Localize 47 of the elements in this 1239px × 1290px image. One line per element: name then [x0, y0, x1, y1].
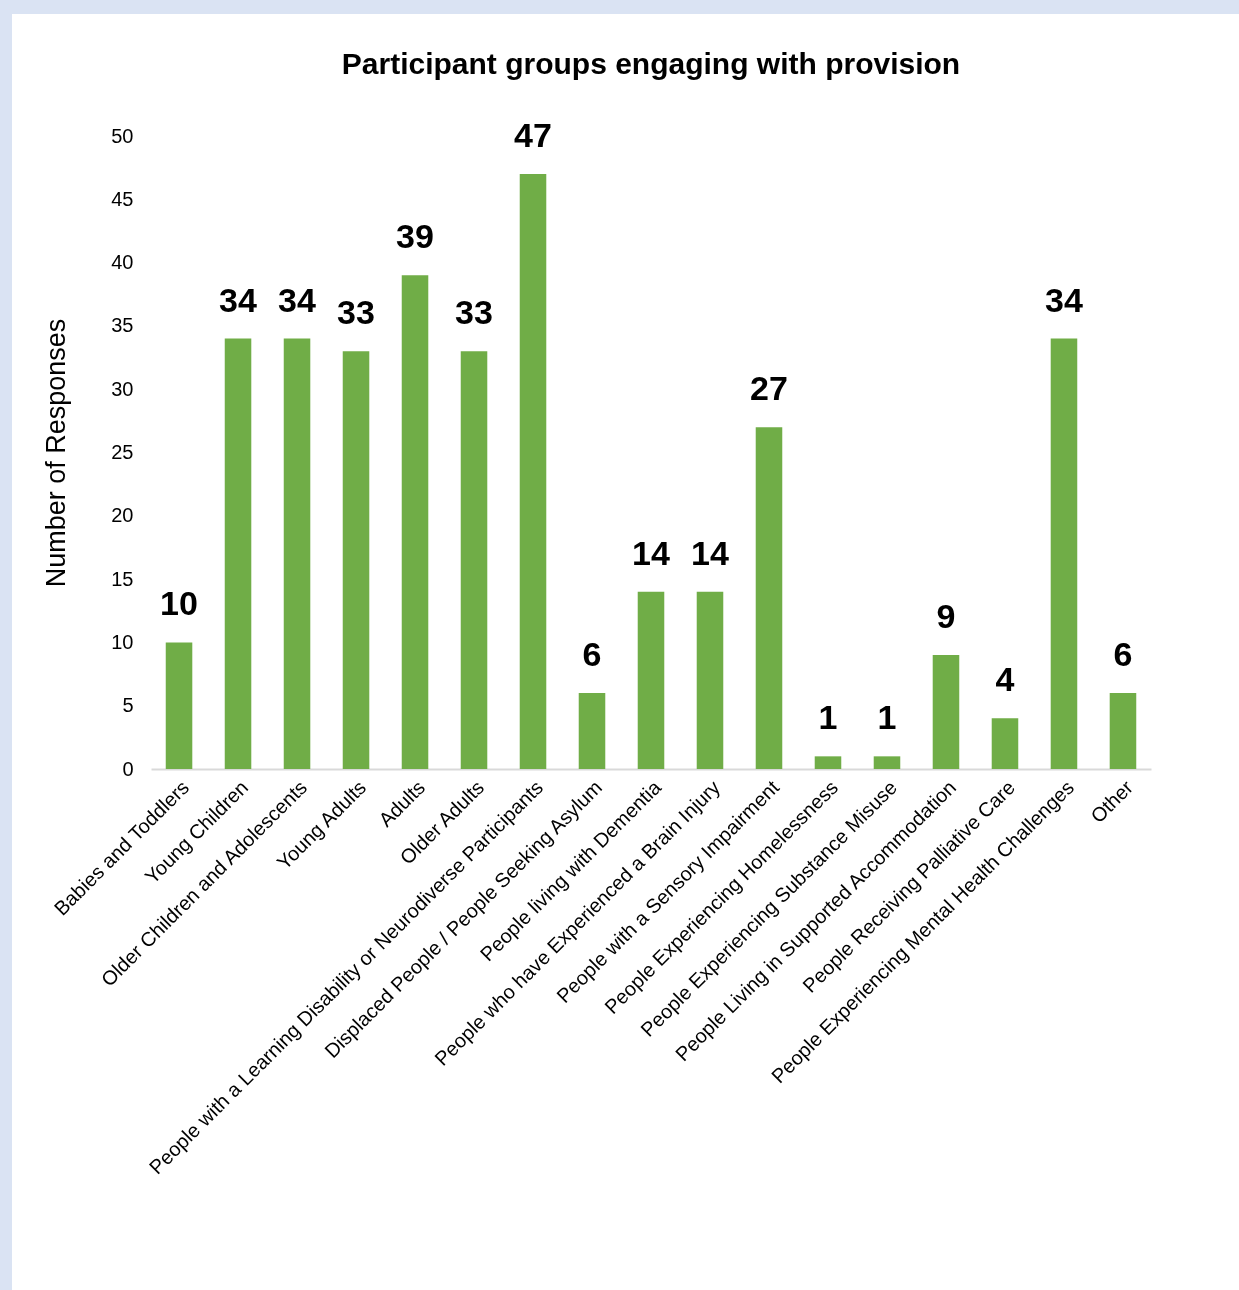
y-tick-label: 15: [111, 567, 134, 590]
chart-title: Participant groups engaging with provision: [341, 46, 961, 80]
bar: [755, 427, 783, 769]
bar: [460, 351, 488, 769]
data-label: 6: [1113, 635, 1133, 674]
data-label: 14: [632, 533, 670, 572]
bar: [283, 338, 311, 769]
bar: [696, 591, 724, 769]
data-label: 4: [995, 660, 1015, 699]
bar: [814, 756, 842, 769]
data-label: 47: [514, 115, 552, 154]
data-label: 6: [582, 635, 602, 674]
bar: [1050, 338, 1078, 769]
bar: [578, 693, 606, 769]
bar: [519, 173, 547, 769]
y-tick-label: 40: [111, 251, 134, 274]
data-label: 10: [160, 584, 198, 623]
y-tick-label: 35: [111, 314, 134, 337]
data-label: 33: [455, 293, 493, 332]
bar: [224, 338, 252, 769]
bar: [401, 275, 429, 769]
y-tick-label: 10: [111, 630, 134, 653]
y-tick-label: 5: [122, 694, 134, 717]
bar: [165, 642, 193, 769]
y-tick-label: 0: [122, 757, 134, 780]
data-label: 34: [278, 280, 317, 319]
y-tick-label: 25: [111, 441, 134, 463]
data-label: 9: [936, 597, 956, 636]
data-label: 14: [691, 533, 729, 572]
bar: [1109, 693, 1137, 769]
bar: [637, 591, 665, 769]
data-label: 34: [219, 280, 258, 319]
y-tick-label: 45: [111, 187, 134, 210]
y-axis-title: Number of Responses: [41, 318, 72, 588]
bar: [342, 351, 370, 769]
bar: [991, 718, 1019, 769]
data-label: 27: [750, 369, 788, 408]
bar: [932, 655, 960, 769]
bar: [873, 756, 901, 769]
y-tick-label: 20: [111, 504, 134, 527]
data-label: 33: [337, 293, 375, 332]
data-label: 34: [1045, 280, 1083, 319]
data-label: 39: [396, 217, 434, 256]
data-label: 1: [877, 698, 897, 737]
y-tick-label: 30: [111, 377, 134, 400]
y-tick-label: 50: [111, 124, 134, 147]
data-label: 1: [818, 698, 838, 737]
